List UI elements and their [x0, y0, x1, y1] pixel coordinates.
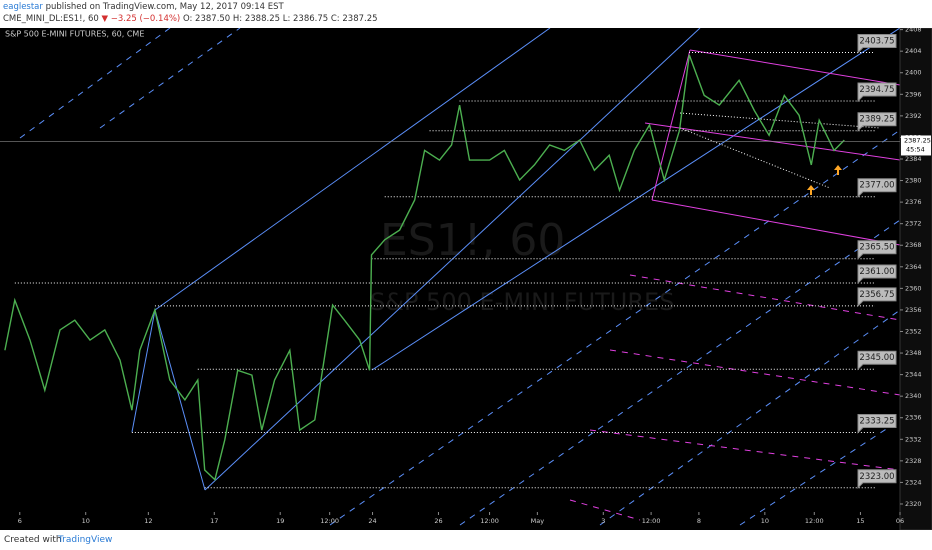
x-tick-label: 12 — [144, 517, 152, 525]
level-callout — [857, 34, 897, 54]
x-tick-label: 12:00 — [480, 517, 499, 525]
x-tick-label: 19 — [276, 517, 284, 525]
change: ▼ −3.25 (−0.14%) — [101, 14, 181, 24]
y-tick-label: 2332 — [905, 435, 922, 443]
x-tick-label: 12:00 — [320, 517, 339, 525]
level-callout — [857, 264, 897, 285]
y-tick-label: 2324 — [905, 478, 922, 486]
countdown: 45:54 — [906, 145, 925, 153]
header: eaglestar published on TradingView.com, … — [0, 0, 932, 28]
symbol: CME_MINI_DL:ES1!, 60 — [3, 14, 99, 24]
level-label: 2394.75 — [859, 85, 894, 95]
level-callout — [857, 287, 897, 308]
y-tick-label: 2320 — [905, 500, 922, 508]
publish-line: eaglestar published on TradingView.com, … — [3, 2, 284, 12]
level-label: 2377.00 — [859, 181, 894, 191]
level-label: 2389.25 — [859, 115, 894, 125]
y-tick-label: 2376 — [905, 198, 922, 206]
y-tick-label: 2328 — [905, 457, 922, 465]
y-tick-label: 2400 — [905, 69, 922, 77]
current-price: 2387.25 — [904, 136, 931, 144]
x-tick-label: 12:00 — [805, 517, 824, 525]
level-label: 2333.25 — [859, 417, 894, 427]
author[interactable]: eaglestar — [3, 2, 43, 12]
x-tick-label: 6 — [18, 517, 22, 525]
y-tick-label: 2352 — [905, 327, 922, 335]
level-label: 2403.75 — [859, 37, 894, 47]
y-tick-label: 2404 — [905, 47, 922, 55]
watermark-sub: S&P 500 E-MINI FUTURES — [370, 288, 674, 316]
level-callout — [857, 112, 897, 132]
x-tick-label: 17 — [210, 517, 218, 525]
level-callout — [857, 469, 897, 490]
inner-channel — [679, 112, 881, 189]
level-label: 2361.00 — [859, 267, 894, 277]
x-tick-label: 8 — [697, 517, 701, 525]
price-line — [4, 54, 845, 482]
y-tick-label: 2348 — [905, 349, 922, 357]
level-callout — [857, 240, 897, 260]
chart-legend: S&P 500 E-MINI FUTURES, 60, CME — [5, 30, 144, 39]
level-callout — [857, 350, 897, 371]
level-label: 2323.00 — [859, 472, 894, 482]
y-tick-label: 2344 — [905, 371, 922, 379]
current-price-box — [901, 135, 931, 156]
y-tick-label: 2372 — [905, 220, 922, 228]
level-callout — [857, 178, 897, 198]
y-tick-label: 2336 — [905, 414, 922, 422]
published: published on TradingView.com, May 12, 20… — [45, 2, 284, 12]
arrows — [807, 165, 842, 195]
y-tick-label: 2396 — [905, 90, 922, 98]
ohlc: O: 2387.50 H: 2388.25 L: 2386.75 C: 2387… — [182, 14, 378, 24]
y-tick-label: 2384 — [905, 155, 922, 163]
created-with: Created with — [4, 535, 62, 545]
y-tick-label: 2368 — [905, 241, 922, 249]
y-tick-label: 2360 — [905, 284, 922, 292]
background — [0, 28, 932, 530]
x-tick-label: 26 — [434, 517, 442, 525]
level-callout — [857, 414, 897, 434]
y-tick-label: 2380 — [905, 177, 922, 185]
x-tick-label: 15 — [856, 517, 864, 525]
x-tick-label: 10 — [761, 517, 769, 525]
x-tick-label: 24 — [368, 517, 376, 525]
brand[interactable]: TradingView — [58, 535, 113, 545]
footer: Created with TradingView — [0, 532, 932, 550]
x-tick-label: 06 — [896, 517, 904, 525]
level-label: 2356.75 — [859, 290, 894, 300]
level-callout — [857, 82, 897, 103]
y-tick-label: 2408 — [905, 28, 922, 34]
chart: S&P 500 E-MINI FUTURES, 60, CME ES1!, 60… — [0, 28, 932, 530]
level-label: 2345.00 — [859, 353, 894, 363]
level-label: 2365.50 — [859, 243, 894, 253]
y-tick-label: 2356 — [905, 306, 922, 314]
x-tick-label: 3 — [601, 517, 605, 525]
x-tick-label: 10 — [82, 517, 90, 525]
x-tick-label: May — [531, 517, 545, 525]
x-tick-label: 12:00 — [642, 517, 661, 525]
price-axis — [899, 28, 932, 530]
y-tick-label: 2364 — [905, 263, 922, 271]
y-tick-label: 2340 — [905, 392, 922, 400]
y-tick-label: 2392 — [905, 112, 922, 120]
pitchfork — [19, 28, 901, 526]
ohlc-line: CME_MINI_DL:ES1!, 60 ▼ −3.25 (−0.14%) O:… — [3, 14, 378, 24]
